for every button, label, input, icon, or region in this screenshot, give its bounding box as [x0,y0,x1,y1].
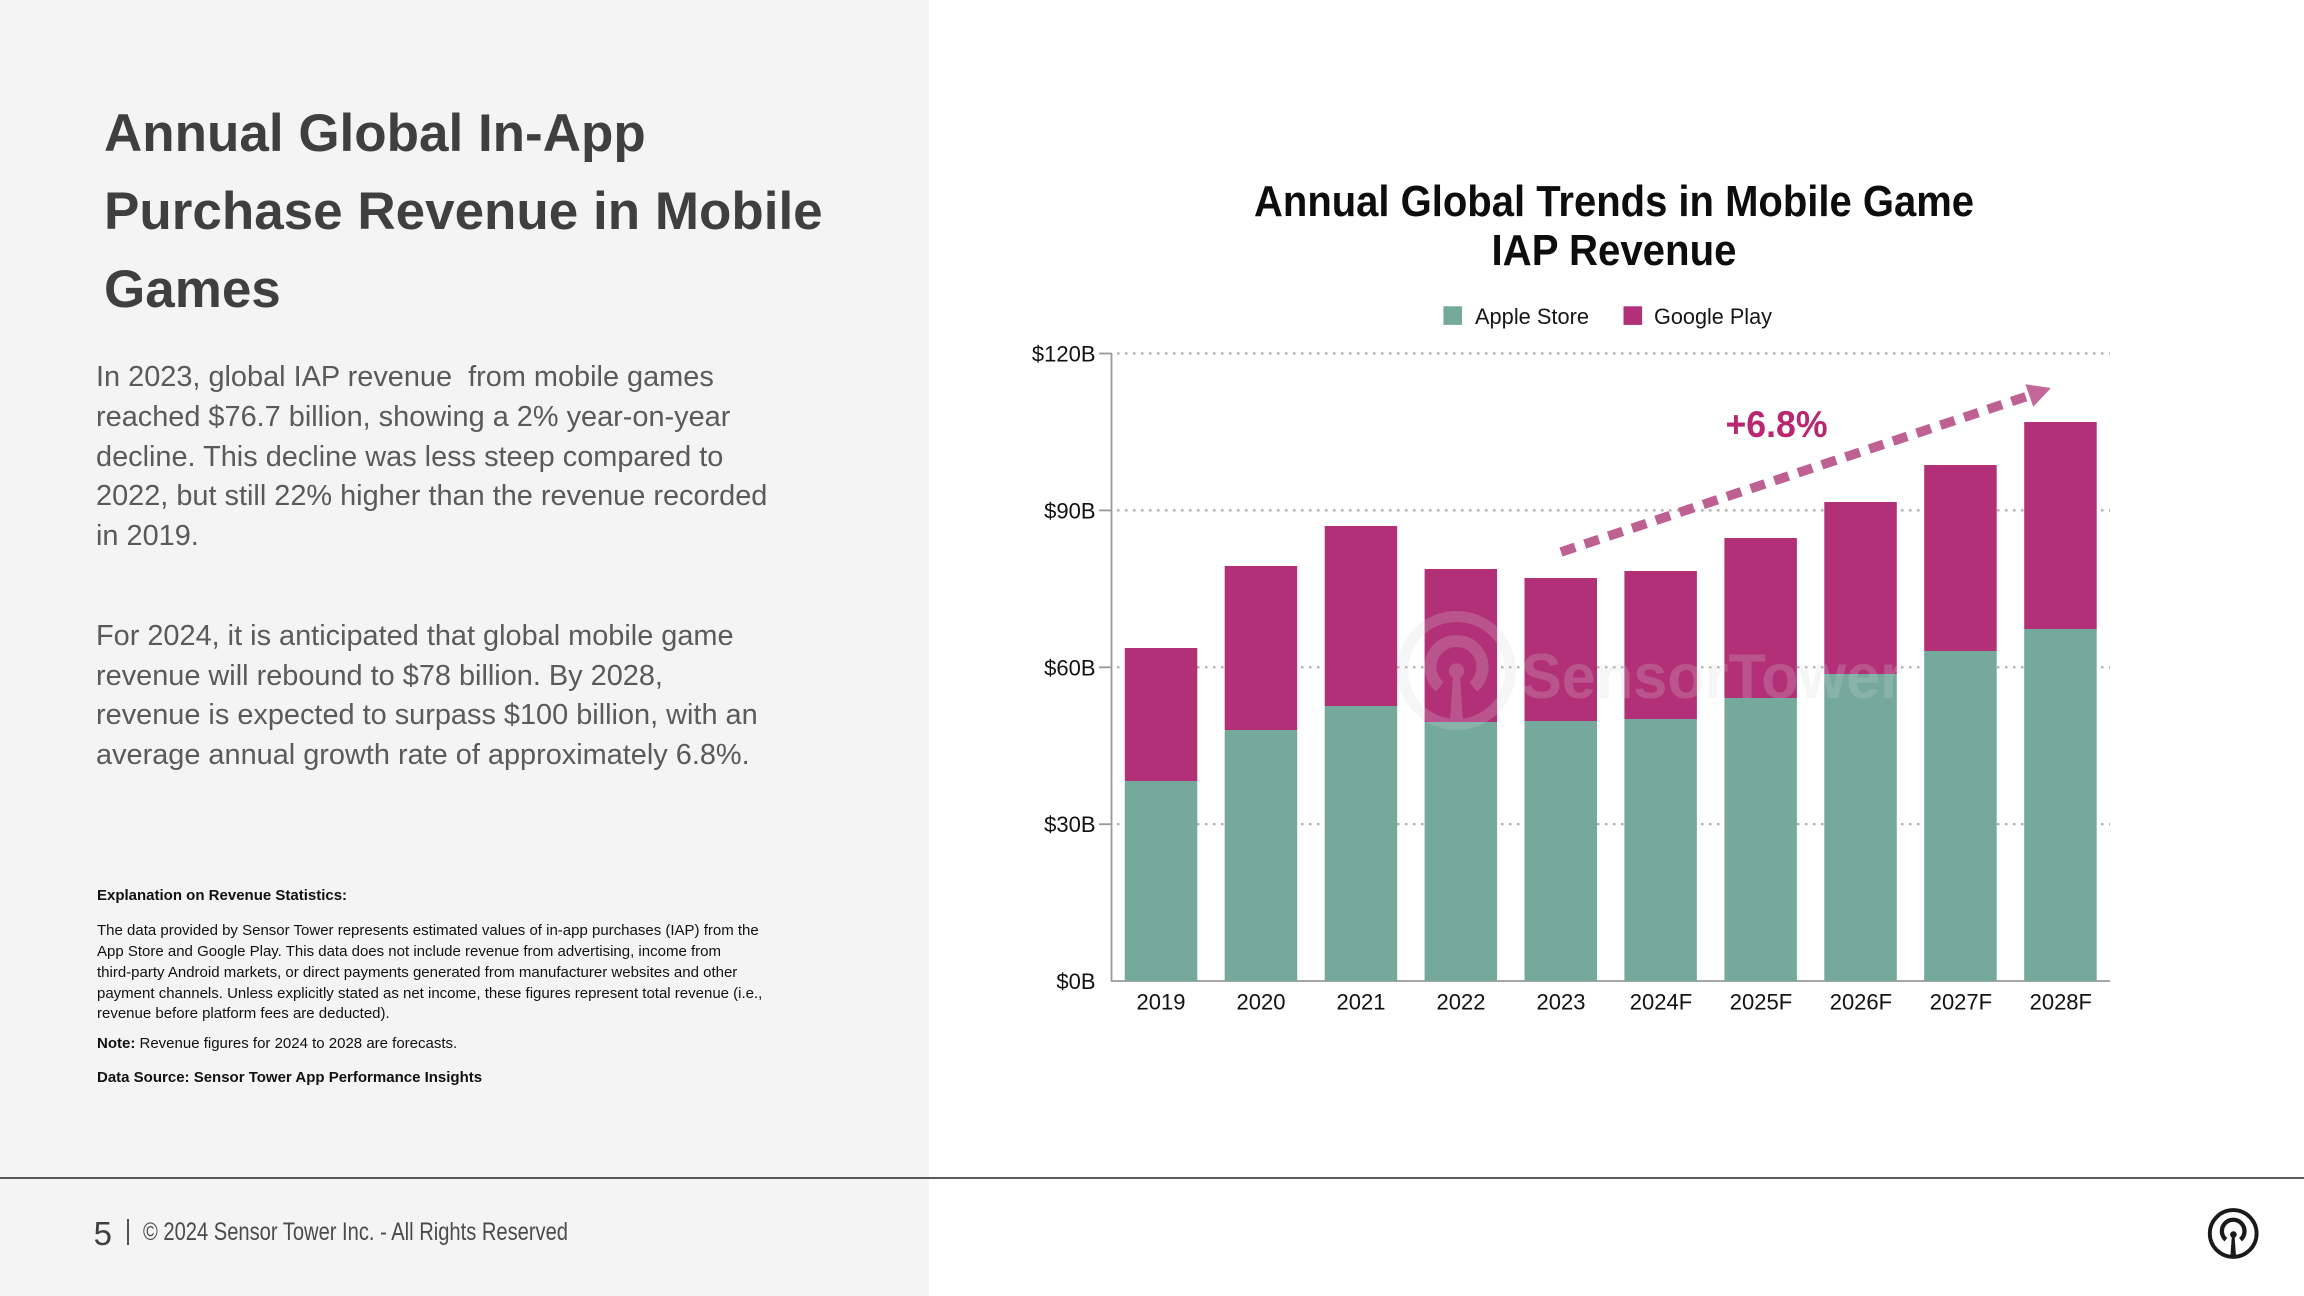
svg-text:$0B: $0B [1056,969,1095,994]
svg-text:2020: 2020 [1237,990,1286,1015]
svg-text:2024F: 2024F [1630,990,1692,1015]
svg-text:2026F: 2026F [1830,990,1892,1015]
svg-text:$90B: $90B [1044,498,1095,523]
svg-text:SensorTower: SensorTower [1521,642,1904,712]
svg-text:Apple Store: Apple Store [1475,304,1589,329]
svg-text:2019: 2019 [1137,990,1186,1015]
svg-text:2027F: 2027F [1930,990,1992,1015]
svg-text:2023: 2023 [1537,990,1586,1015]
svg-text:2022: 2022 [1437,990,1486,1015]
svg-text:Annual Global Trends in Mobile: Annual Global Trends in Mobile Game [1254,177,1974,226]
svg-text:2021: 2021 [1337,990,1386,1015]
svg-text:+6.8%: +6.8% [1726,404,1828,445]
svg-text:IAP Revenue: IAP Revenue [1492,226,1737,275]
svg-text:$120B: $120B [1032,342,1096,367]
svg-text:$60B: $60B [1044,655,1095,680]
svg-text:2028F: 2028F [2030,990,2092,1015]
svg-text:2025F: 2025F [1730,990,1792,1015]
svg-text:$30B: $30B [1044,812,1095,837]
svg-text:Google Play: Google Play [1654,304,1772,329]
